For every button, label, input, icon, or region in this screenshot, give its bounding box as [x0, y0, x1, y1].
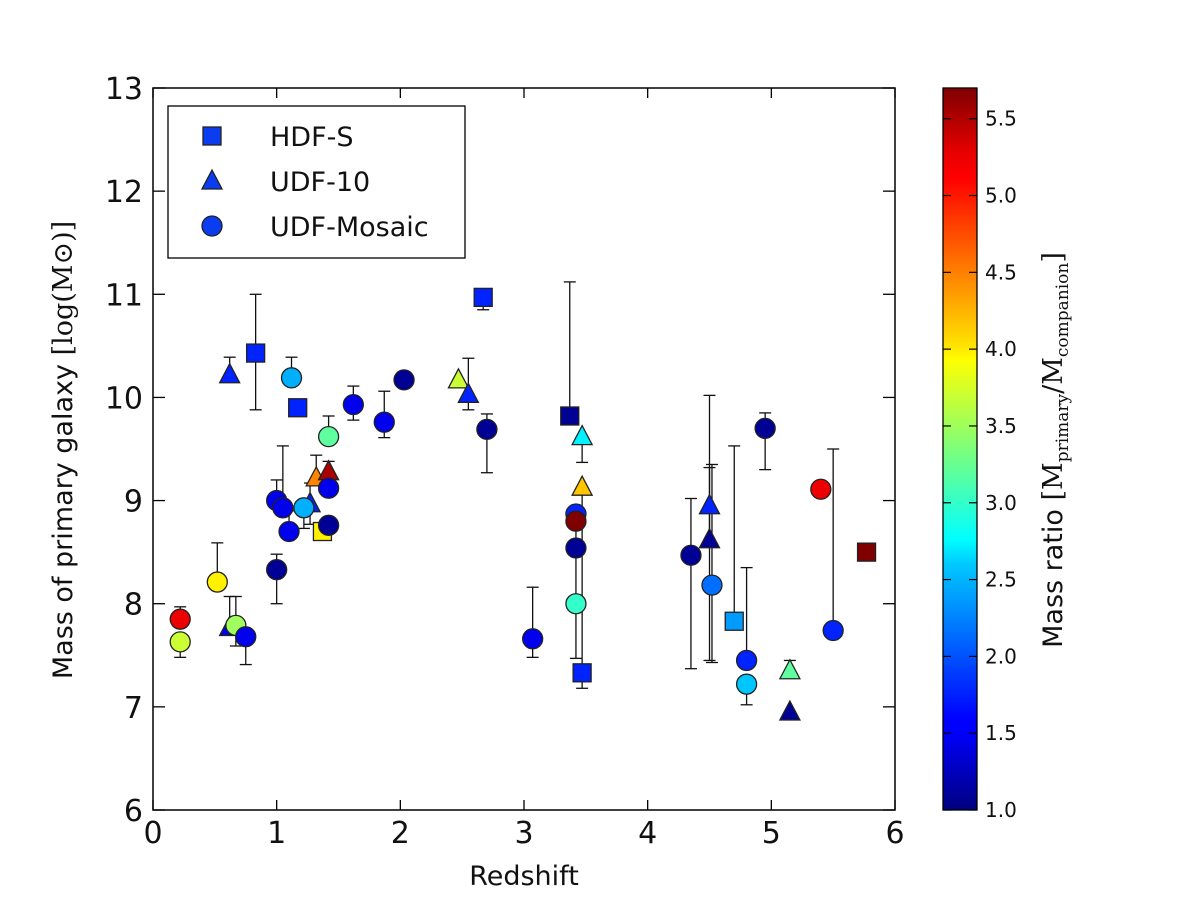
y-axis-title-unit: [log(M⊙)] [48, 221, 79, 356]
point-circle [565, 593, 587, 615]
point-triangle [778, 699, 801, 721]
legend-marker-circle [201, 215, 223, 237]
point-square [856, 542, 877, 562]
data-markers [169, 287, 877, 721]
colorbar-tick-label: 2.5 [985, 568, 1017, 592]
point-square [560, 406, 580, 426]
point-triangle [778, 658, 801, 680]
point-triangle [698, 527, 721, 549]
point-circle [280, 367, 303, 389]
point-circle [317, 514, 340, 536]
point-circle [701, 574, 723, 596]
point-triangle [571, 424, 594, 446]
x-axis-ticks: 0 1 2 3 4 5 6 [143, 88, 905, 851]
colorbar-tick-label: 3.5 [985, 414, 1017, 438]
point-square [572, 663, 592, 683]
point-circle [680, 544, 702, 566]
legend-label: UDF-Mosaic [270, 212, 429, 243]
legend-marker-triangle [200, 168, 224, 190]
x-tick-label: 3 [514, 816, 533, 851]
point-triangle [457, 381, 480, 403]
point-circle [822, 619, 844, 642]
colorbar-gradient [942, 87, 978, 811]
point-circle [169, 631, 191, 653]
point-circle [565, 510, 587, 532]
point-circle [266, 559, 288, 581]
x-tick-label: 6 [885, 816, 904, 851]
y-axis-title-label: Mass of primary galaxy [48, 364, 79, 679]
point-circle [476, 418, 498, 441]
point-circle [169, 608, 191, 630]
point-circle [278, 520, 300, 543]
colorbar-tick-label: 1.5 [985, 721, 1017, 745]
y-tick-label: 10 [105, 381, 143, 416]
point-triangle [447, 367, 470, 389]
y-tick-label: 11 [105, 278, 143, 313]
colorbar-tick-label: 5.5 [985, 107, 1017, 131]
y-tick-label: 7 [124, 691, 143, 726]
point-triangle [218, 362, 241, 384]
colorbar-title: Mass ratio [Mprimary/Mcompanion] [1038, 252, 1073, 648]
point-circle [317, 477, 340, 499]
point-triangle [317, 459, 340, 481]
x-tick-label: 4 [638, 816, 657, 851]
colorbar-tick-label: 3.0 [985, 491, 1017, 515]
legend: HDF-S UDF-10 UDF-Mosaic [167, 105, 466, 259]
point-circle [373, 411, 395, 433]
point-circle [735, 649, 758, 672]
point-triangle [571, 474, 594, 496]
y-tick-label: 13 [105, 72, 143, 107]
colorbar-tick-label: 4.0 [985, 337, 1017, 361]
point-circle [342, 393, 364, 416]
colorbar-title-sub1: primary [1053, 393, 1073, 462]
colorbar: 1.0 1.5 2.0 2.5 3.0 3.5 4.0 4.5 5.0 5.5 Mass rati… [942, 87, 1073, 822]
point-circle [754, 417, 776, 440]
point-square [245, 343, 266, 363]
x-axis-title: Redshift [469, 861, 579, 892]
y-axis-ticks: 6 7 8 9 10 11 12 13 [105, 72, 895, 829]
y-tick-label: 9 [124, 485, 143, 520]
y-tick-label: 12 [105, 175, 143, 210]
x-tick-label: 1 [267, 816, 286, 851]
colorbar-tick-label: 1.0 [985, 798, 1017, 822]
colorbar-title-label: Mass ratio [1038, 509, 1069, 648]
point-circle [272, 497, 294, 519]
point-circle [235, 626, 257, 648]
point-circle [735, 673, 758, 695]
point-triangle [698, 493, 721, 515]
colorbar-ticks: 1.0 1.5 2.0 2.5 3.0 3.5 4.0 4.5 5.0 5.5 [943, 107, 1017, 822]
colorbar-tick-label: 4.5 [985, 260, 1017, 284]
y-axis-title: Mass of primary galaxy [log(M⊙)] [48, 221, 79, 679]
legend-marker-square [202, 126, 222, 146]
legend-label: UDF-10 [270, 167, 370, 198]
x-tick-label: 5 [762, 816, 781, 851]
point-square [724, 611, 744, 631]
point-square [288, 398, 308, 418]
x-tick-label: 2 [391, 816, 410, 851]
x-tick-label: 0 [143, 816, 162, 851]
legend-label: HDF-S [270, 122, 354, 153]
point-circle [293, 497, 315, 519]
point-circle [565, 537, 587, 559]
point-circle [206, 571, 228, 593]
colorbar-title-mid: /M [1038, 357, 1069, 394]
point-circle [317, 425, 340, 448]
colorbar-title-unit: [M [1038, 462, 1069, 500]
point-square [473, 287, 493, 308]
point-circle [522, 628, 544, 650]
colorbar-tick-label: 2.0 [985, 644, 1017, 668]
y-tick-label: 8 [124, 588, 143, 623]
colorbar-tick-label: 5.0 [985, 184, 1017, 208]
point-circle [810, 478, 832, 500]
y-tick-label: 6 [124, 794, 143, 829]
colorbar-title-end: ] [1038, 252, 1069, 263]
point-circle [393, 369, 415, 391]
colorbar-title-sub2: companion [1053, 263, 1073, 358]
